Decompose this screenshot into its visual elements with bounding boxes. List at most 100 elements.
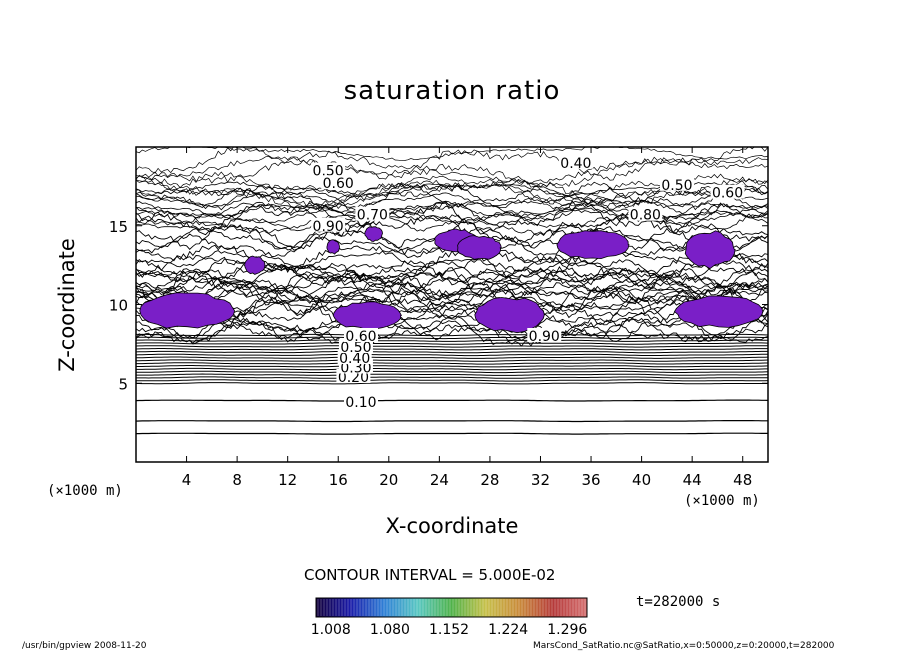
supersaturated-region — [474, 297, 545, 334]
contour-lines — [136, 147, 768, 435]
colorbar-tick-label: 1.224 — [488, 622, 529, 638]
x-tick-label: 4 — [182, 471, 192, 489]
x-tick-label: 8 — [232, 471, 242, 489]
contour-line — [136, 147, 768, 181]
contour-line — [136, 317, 768, 346]
colorbar-stripes — [317, 599, 586, 616]
contour-label-bg — [338, 339, 373, 354]
x-tick-label: 12 — [278, 471, 297, 489]
contour-label: 0.80 — [630, 208, 661, 224]
contour-line — [136, 267, 768, 296]
contour-line — [136, 370, 768, 374]
contour-label-bg — [527, 328, 562, 342]
contour-labels: 0.100.200.300.400.500.60 0.900.400.500.60… — [311, 154, 745, 411]
x-axis-ticks: 4 8 12 16 20 24 28 32 36 40 44 48 — [182, 147, 752, 489]
supersaturated-region — [332, 301, 403, 331]
x-tick-label: 48 — [733, 471, 752, 489]
contour-line — [136, 399, 768, 402]
contour-label-bg — [355, 206, 390, 221]
contour-line — [136, 259, 768, 286]
footer-right: MarsCond_SatRatio.nc@SatRatio,x=0:50000,… — [533, 641, 835, 651]
contour-line — [136, 181, 768, 212]
x-unit-left: (×1000 m) — [47, 483, 123, 499]
contour-line — [136, 281, 768, 318]
contour-line — [136, 249, 768, 270]
contour-line — [136, 283, 768, 315]
contour-line — [136, 348, 768, 351]
supersaturated-region — [556, 230, 630, 260]
y-tick-label: 15 — [109, 218, 128, 236]
contour-line — [136, 339, 768, 342]
contour-line — [136, 342, 768, 345]
contour-line — [136, 174, 768, 209]
contour-line — [136, 200, 768, 237]
contour-label: 0.30 — [340, 361, 371, 377]
y-tick-label: 10 — [109, 297, 128, 315]
contour-line — [136, 367, 768, 371]
supersaturated-region — [326, 239, 340, 255]
x-unit-right: (×1000 m) — [684, 493, 760, 509]
colorbar-tick-label: 1.296 — [547, 622, 588, 638]
x-tick-label: 32 — [531, 471, 550, 489]
contour-line — [136, 314, 768, 343]
supersaturated-region — [244, 255, 266, 275]
y-axis-label: Z-coordinate — [55, 238, 79, 372]
contour-line — [136, 210, 768, 235]
contour-label-bg — [558, 154, 593, 169]
contour-line — [136, 350, 768, 354]
supersaturated-region — [139, 292, 236, 329]
contour-label-bg — [343, 394, 378, 409]
colorbar-tick-label: 1.152 — [428, 622, 470, 638]
x-axis-label: X-coordinate — [385, 514, 519, 538]
contour-label-bg — [337, 350, 372, 365]
contour-line — [136, 420, 768, 423]
contour-line — [136, 333, 768, 337]
x-tick-label: 40 — [632, 471, 651, 489]
contour-line — [136, 258, 768, 289]
x-tick-label: 16 — [329, 471, 348, 489]
contour-line — [136, 317, 768, 347]
footer-left: /usr/bin/gpview 2008-11-20 — [22, 641, 147, 651]
contour-line — [136, 266, 768, 306]
y-axis-ticks: 5 10 15 — [109, 218, 768, 393]
contour-line — [136, 379, 768, 382]
x-tick-label: 44 — [683, 471, 702, 489]
contour-line — [136, 365, 768, 368]
x-tick-label: 36 — [581, 471, 600, 489]
contour-label-bg — [311, 162, 346, 177]
supersaturated-region — [673, 295, 764, 328]
contour-line — [136, 373, 768, 376]
contour-line — [136, 307, 768, 340]
contour-label: 0.40 — [560, 156, 591, 172]
contour-label: 0.50 — [661, 178, 692, 194]
contour-line — [136, 192, 768, 209]
contour-line — [136, 376, 768, 379]
contour-label-bg — [710, 184, 745, 199]
contour-line — [136, 362, 768, 365]
contour-line — [136, 432, 768, 435]
contour-label-bg — [311, 217, 346, 232]
contour-line — [136, 263, 768, 297]
contour-line — [136, 336, 768, 340]
contour-line — [136, 382, 768, 385]
contour-line — [136, 212, 768, 232]
contour-line — [136, 256, 768, 286]
contour-label: 0.60 — [345, 329, 376, 345]
contour-line — [136, 199, 768, 220]
contour-label: 0.60 — [712, 186, 743, 202]
contour-line — [136, 279, 768, 304]
contour-label: 0.50 — [340, 340, 371, 356]
contour-label-bg — [321, 175, 356, 190]
contour-label: 0.70 — [357, 208, 388, 224]
contour-line — [136, 176, 768, 212]
x-tick-label: 24 — [430, 471, 449, 489]
contour-line — [136, 282, 768, 304]
contour-line — [136, 200, 768, 229]
supersaturated-region — [684, 230, 736, 270]
contour-interval: CONTOUR INTERVAL = 5.000E-02 — [304, 566, 556, 584]
contour-line — [136, 289, 768, 327]
contour-label: 0.40 — [339, 351, 370, 367]
contour-line — [136, 147, 768, 162]
contour-line — [136, 283, 768, 320]
